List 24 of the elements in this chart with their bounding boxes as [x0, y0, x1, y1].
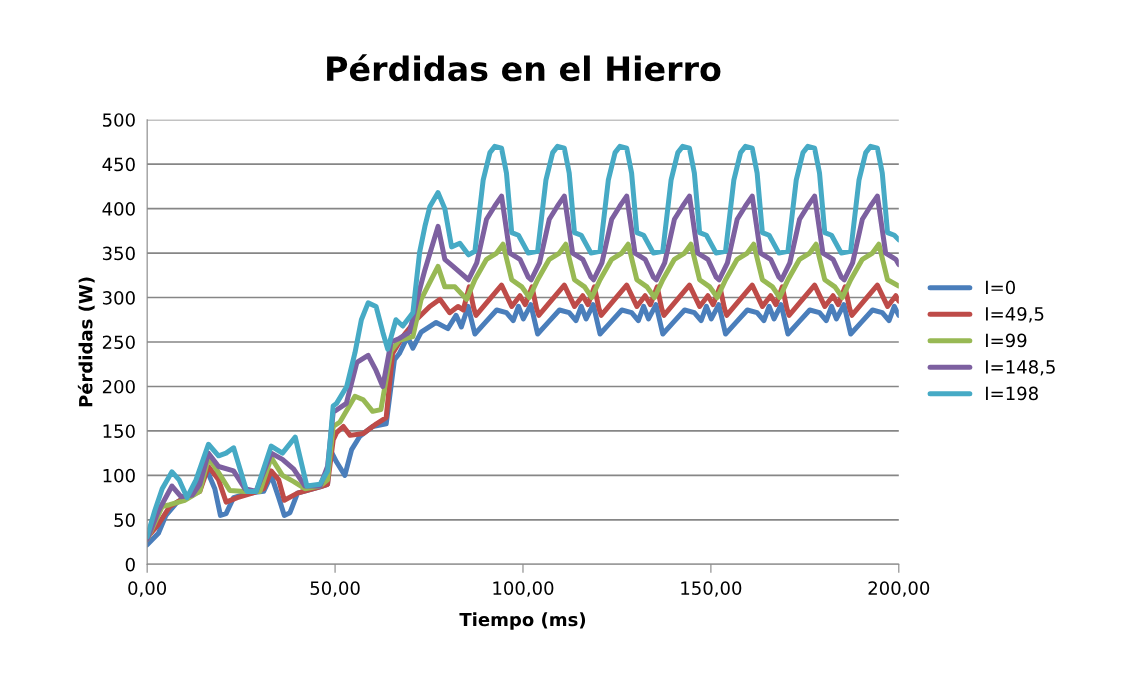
legend-label: I=148,5 [986, 360, 1055, 376]
y-tick-label: 300 [102, 291, 135, 305]
x-tick-label: 150,00 [681, 581, 742, 597]
legend-label: I=198 [986, 386, 1038, 401]
y-tick-label: 400 [102, 202, 135, 216]
y-tick-label: 50 [114, 513, 135, 527]
y-tick-label: 0 [125, 557, 135, 572]
y-tick-label: 200 [102, 379, 135, 394]
y-tick-label: 350 [102, 246, 135, 261]
y-tick-label: 500 [102, 113, 135, 127]
y-axis-title: Pérdidas (W) [77, 277, 95, 407]
legend-label: I=99 [986, 333, 1027, 348]
y-tick-label: 250 [102, 335, 135, 350]
x-tick-label: 200,00 [868, 581, 930, 597]
y-tick-label: 100 [103, 468, 135, 483]
legend-label: I=49,5 [986, 307, 1044, 323]
y-tick-label: 150 [103, 424, 135, 439]
legend-label: I=0 [986, 280, 1015, 295]
x-tick-label: 100,00 [493, 581, 554, 597]
x-axis-title: Tiempo (ms) [459, 612, 586, 630]
x-tick-label: 0,00 [128, 581, 167, 597]
y-tick-label: 450 [102, 157, 135, 172]
x-tick-label: 50,00 [310, 581, 360, 597]
chart-title: Pérdidas en el Hierro [327, 54, 721, 82]
